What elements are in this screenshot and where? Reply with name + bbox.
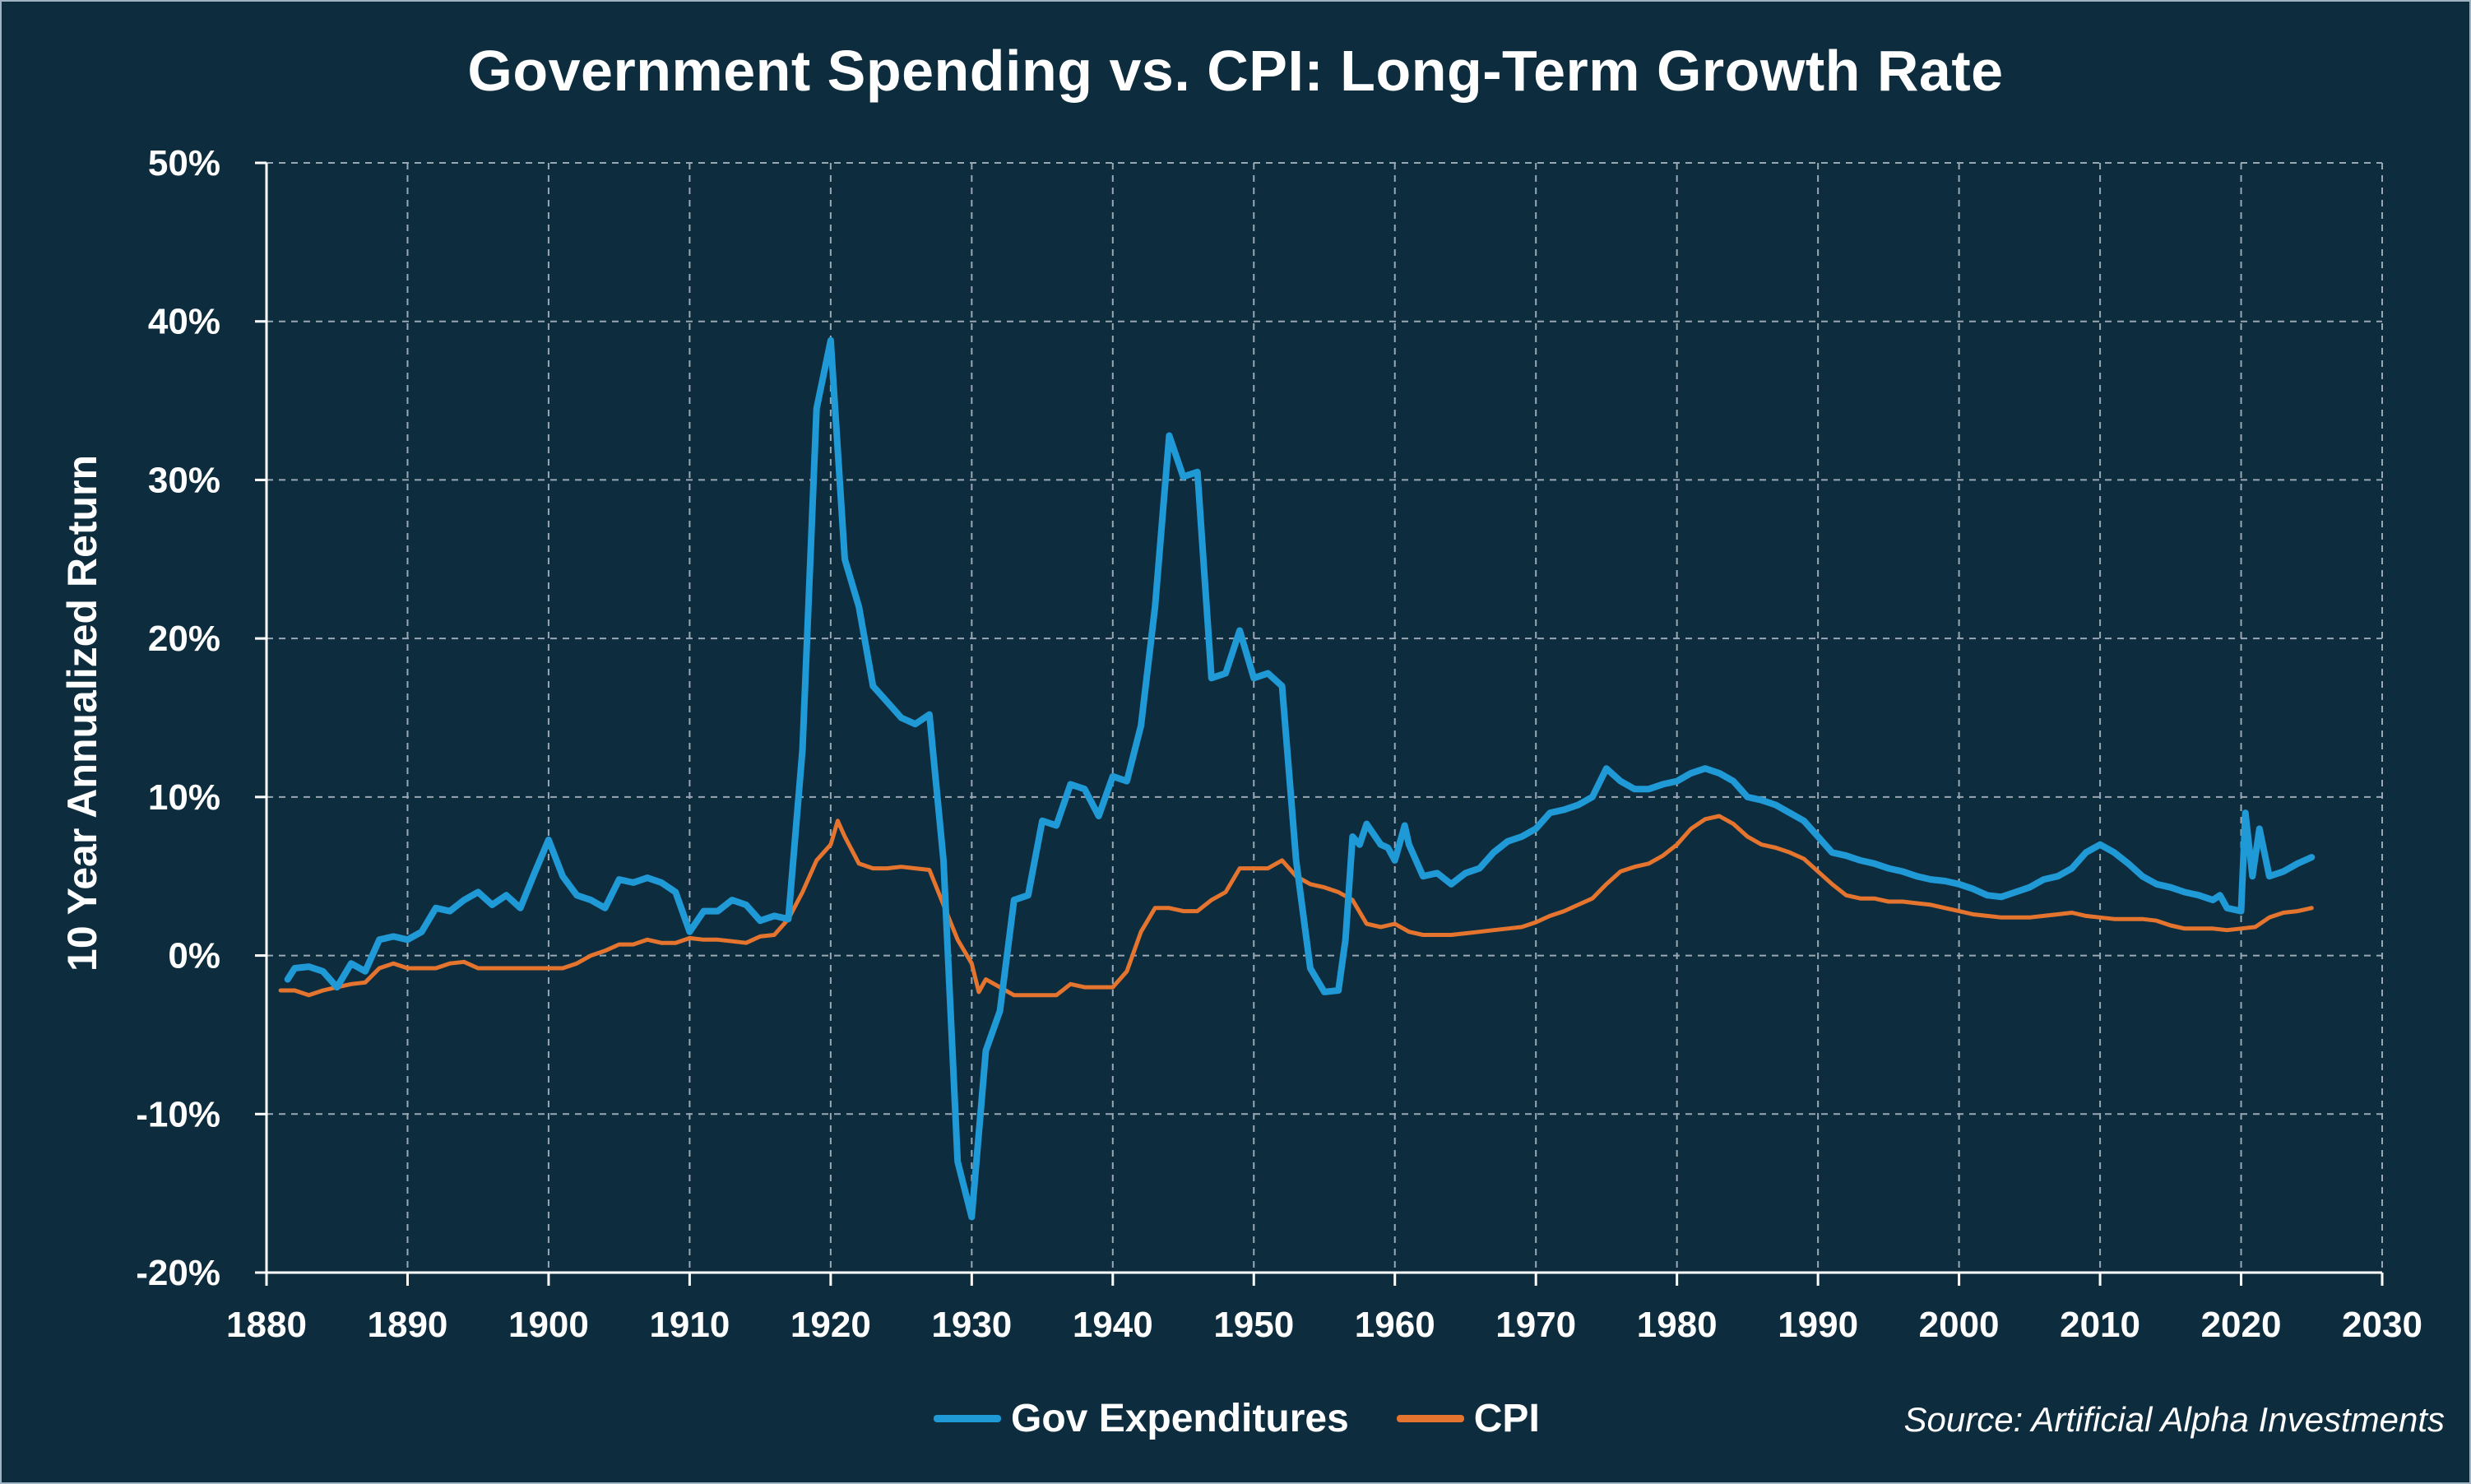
x-tick-label: 1960 (1355, 1305, 1435, 1345)
x-tick-label: 1900 (508, 1305, 589, 1345)
x-tick-label: 1920 (790, 1305, 871, 1345)
legend-item-gov: Gov Expenditures (934, 1396, 1349, 1441)
x-tick-label: 2000 (1919, 1305, 2000, 1345)
x-tick-label: 1950 (1213, 1305, 1294, 1345)
legend: Gov Expenditures CPI (934, 1396, 1588, 1441)
x-tick-label: 1890 (368, 1305, 448, 1345)
grid-lines (266, 162, 2383, 1273)
legend-item-cpi: CPI (1396, 1396, 1540, 1441)
x-tick-label: 1990 (1778, 1305, 1858, 1345)
y-tick-label: 10% (148, 777, 220, 818)
y-tick-label: -10% (136, 1094, 220, 1134)
series-line-gov-expenditures (284, 336, 2316, 1221)
x-tick-label: 1980 (1637, 1305, 1718, 1345)
y-tick-label: 20% (148, 619, 220, 659)
chart-title: Government Spending vs. CPI: Long-Term G… (467, 39, 2004, 103)
series-line-cpi (278, 814, 2314, 998)
legend-swatch-cpi (1396, 1415, 1464, 1422)
legend-swatch-gov (934, 1415, 1001, 1422)
x-tick-label: 1970 (1495, 1305, 1576, 1345)
series-lines (278, 336, 2316, 1221)
x-tick-label: 1910 (649, 1305, 730, 1345)
y-tick-labels: -20% -10% 0% 10% 20% 30% 40% 50% (136, 143, 220, 1293)
legend-label-gov: Gov Expenditures (1011, 1397, 1349, 1440)
y-tick-label: 30% (148, 460, 220, 500)
legend-label-cpi: CPI (1473, 1397, 1540, 1440)
x-tick-labels: 1880 1890 1900 1910 1920 1930 1940 1950 1960 1970… (226, 1305, 2422, 1345)
y-tick-label: -20% (136, 1253, 220, 1293)
x-tick-label: 1930 (931, 1305, 1012, 1345)
source-note: Source: Artificial Alpha Investments (1903, 1400, 2445, 1439)
x-tick-label: 2020 (2201, 1305, 2282, 1345)
x-tick-label: 1880 (226, 1305, 307, 1345)
y-tick-label: 50% (148, 143, 220, 183)
x-tick-label: 1940 (1073, 1305, 1153, 1345)
y-tick-label: 0% (168, 936, 220, 976)
x-tick-label: 2030 (2342, 1305, 2422, 1345)
x-tick-label: 2010 (2060, 1305, 2140, 1345)
axes (255, 161, 2384, 1286)
y-tick-label: 40% (148, 302, 220, 342)
